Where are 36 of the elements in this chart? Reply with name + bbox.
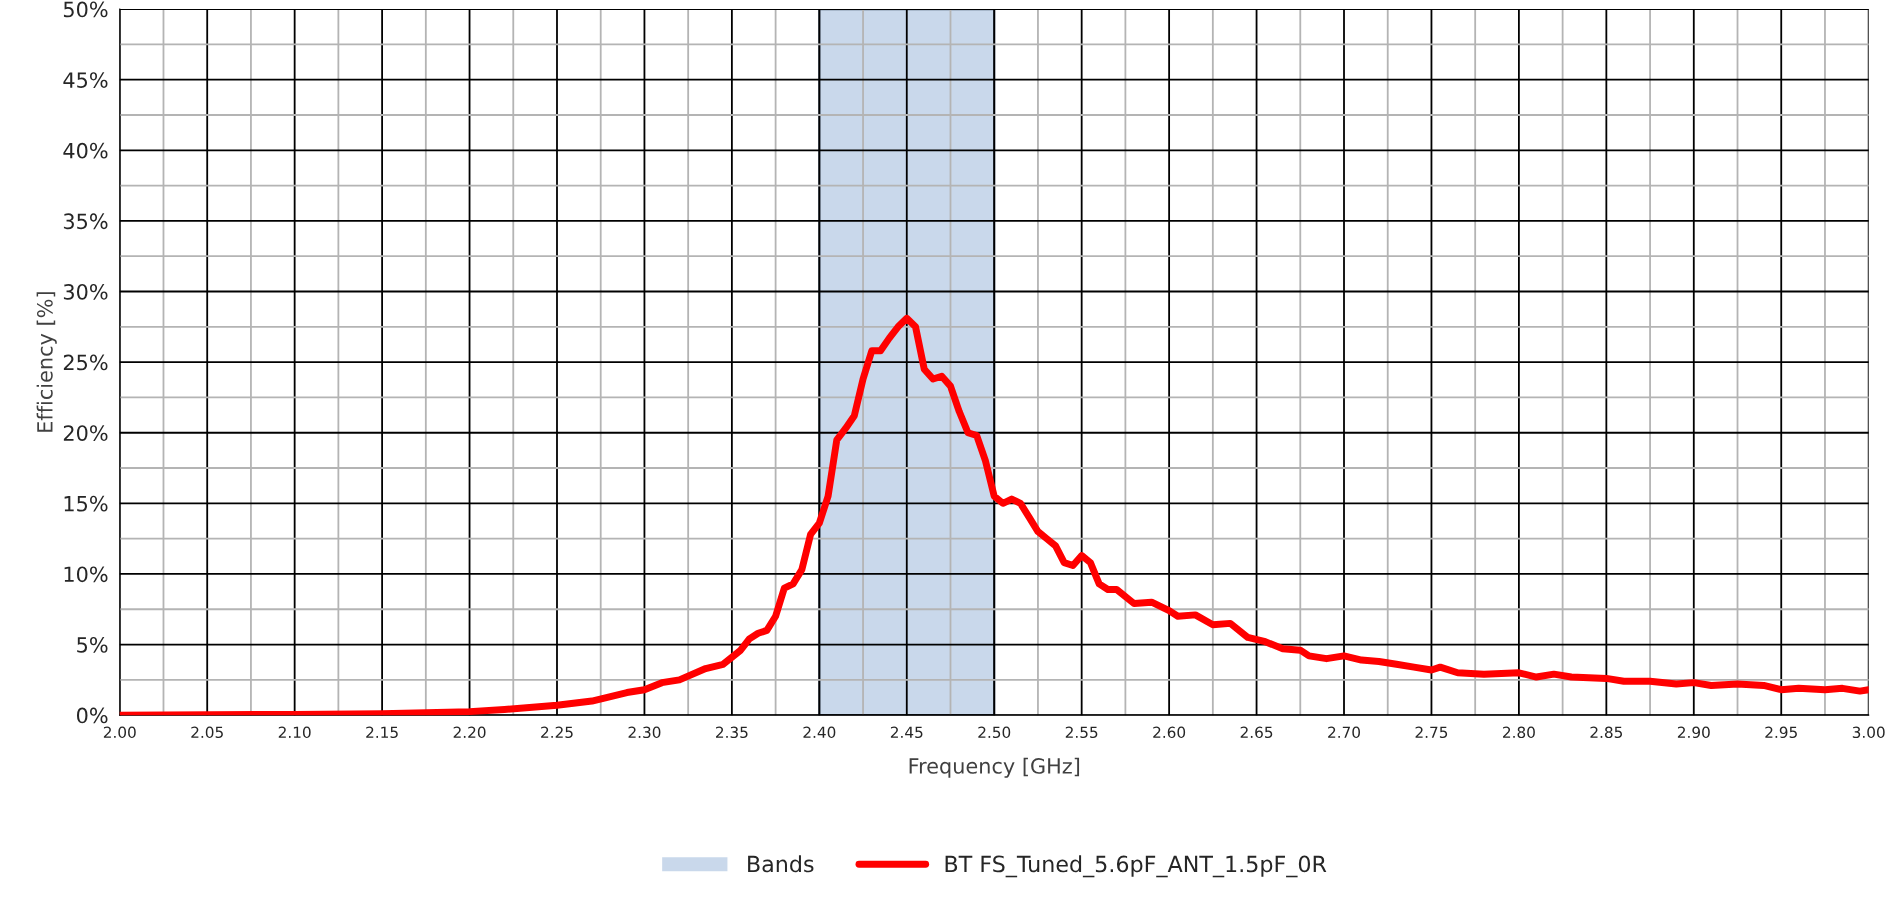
x-tick-label: 2.45: [890, 726, 923, 739]
legend-label: Bands: [748, 855, 814, 873]
y-tick-label: 45%: [63, 72, 108, 88]
x-tick-label: 2.70: [1328, 726, 1360, 739]
legend-label: BT FS_Tuned_5.6pF_ANT_1.5pF_0R: [945, 855, 1327, 878]
y-tick-label: 35%: [63, 213, 108, 230]
x-tick-label: 2.30: [628, 726, 661, 739]
y-tick-label: 25%: [63, 354, 108, 371]
x-tick-label: 2.85: [1590, 726, 1623, 739]
x-tick-label: 2.95: [1765, 726, 1797, 739]
x-tick-label: 2.35: [716, 726, 748, 739]
x-tick-label: 2.55: [1065, 726, 1098, 739]
x-tick-label: 2.40: [803, 726, 836, 739]
y-axis-title: Efficiency [%]: [36, 292, 57, 432]
y-tick-label: 15%: [64, 495, 108, 512]
y-tick-label: 20%: [63, 425, 108, 441]
x-tick-label: 2.00: [103, 726, 136, 739]
x-tick-label: 2.10: [278, 726, 311, 739]
y-tick-label: 30%: [63, 283, 108, 300]
y-tick-label: 0%: [76, 707, 108, 724]
y-tick-label: 5%: [77, 636, 108, 653]
y-tick-label: 40%: [63, 142, 108, 159]
x-axis-title: Frequency [GHz]: [909, 757, 1080, 778]
x-tick-label: 3.00: [1852, 726, 1885, 739]
x-tick-label: 2.80: [1503, 726, 1535, 739]
x-tick-label: 2.05: [191, 726, 223, 739]
x-tick-label: 2.65: [1240, 726, 1273, 739]
x-tick-label: 2.50: [978, 726, 1011, 739]
x-tick-label: 2.75: [1415, 726, 1448, 739]
x-tick-label: 2.60: [1153, 726, 1186, 739]
y-tick-label: 50%: [63, 1, 108, 18]
x-tick-label: 2.20: [453, 726, 486, 739]
x-tick-label: 2.25: [541, 726, 573, 739]
x-tick-label: 2.90: [1677, 726, 1710, 739]
x-tick-label: 2.15: [366, 726, 398, 739]
y-tick-label: 10%: [64, 566, 108, 583]
